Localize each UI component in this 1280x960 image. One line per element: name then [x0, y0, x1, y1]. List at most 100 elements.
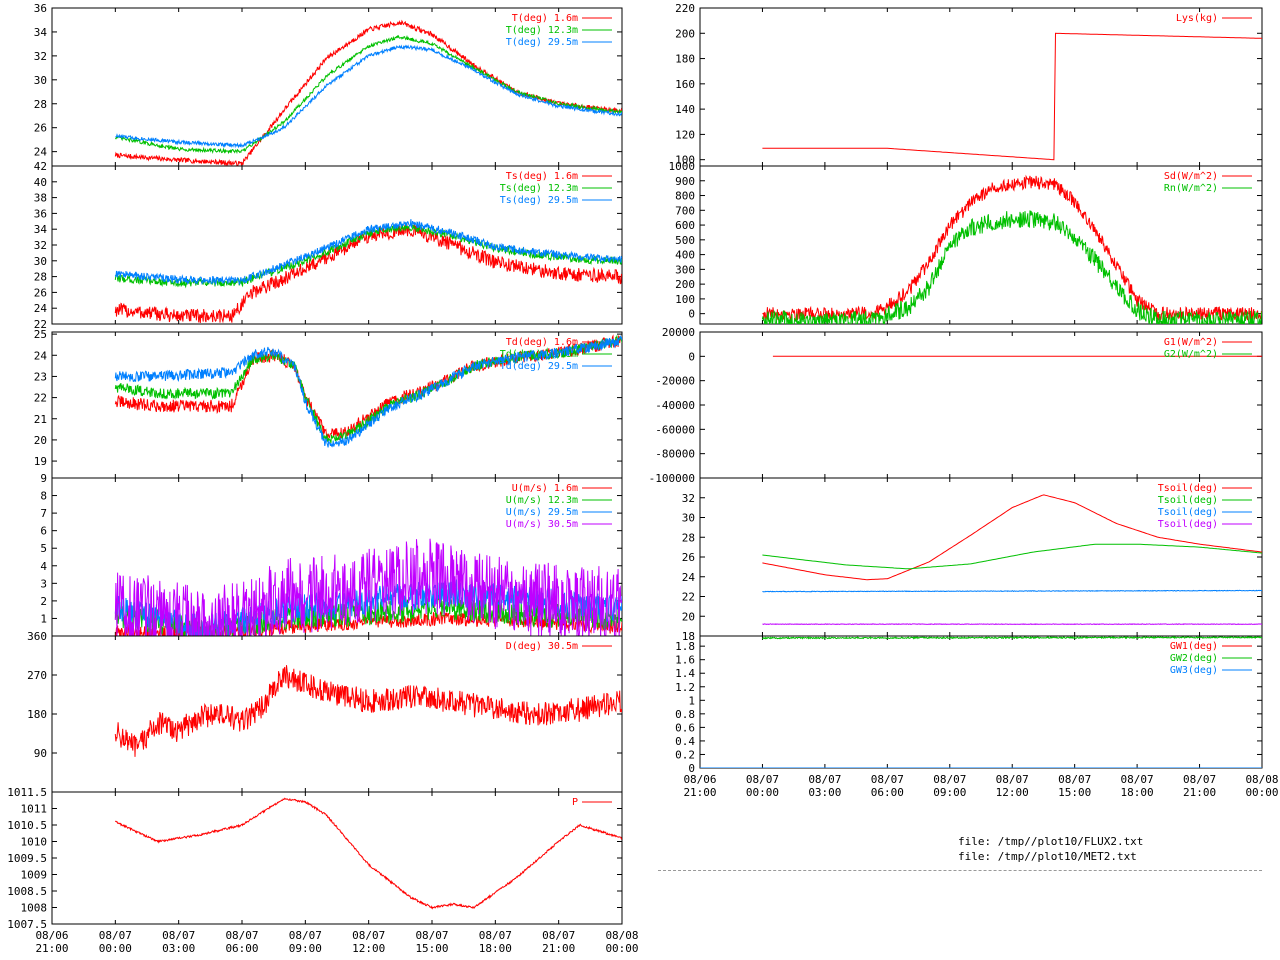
legend-label: Rn(W/m^2): [1164, 183, 1218, 194]
panel-left-1: 24 26 28 30 32 34 36 T(deg) 1.6mT(deg) 12.3mT(d…: [34, 2, 623, 167]
y-tick-label: 1008.5: [7, 885, 47, 898]
x-tick-date: 08/07: [162, 929, 195, 942]
x-tick-time: 21:00: [35, 942, 68, 955]
y-tick-label: 0.8: [675, 708, 695, 721]
y-tick-label: 1011.5: [7, 786, 47, 799]
x-tick-date: 08/06: [683, 773, 716, 786]
x-tick-date: 08/07: [415, 929, 448, 942]
series-line: [762, 636, 1262, 640]
x-tick-time: 00:00: [99, 942, 132, 955]
legend-label: G1(W/m^2): [1164, 337, 1218, 348]
y-tick-label: 40: [34, 176, 47, 189]
legend-label: Sd(W/m^2): [1164, 171, 1218, 182]
x-tick-time: 06:00: [871, 786, 904, 799]
y-tick-label: 21: [34, 413, 47, 426]
y-tick-label: 700: [675, 204, 695, 217]
legend-label: GW1(deg): [1170, 641, 1218, 652]
y-tick-label: 200: [675, 27, 695, 40]
legend-label: T(deg) 1.6m: [512, 13, 578, 24]
y-tick-label: 38: [34, 192, 47, 205]
y-tick-label: 180: [27, 708, 47, 721]
x-tick-time: 09:00: [289, 942, 322, 955]
legend-label: P: [572, 797, 578, 808]
panel-frame: [699, 7, 1263, 167]
y-tick-label: 26: [682, 551, 695, 564]
series-line: [761, 210, 1262, 324]
y-tick-label: 32: [682, 492, 695, 505]
x-tick-time: 21:00: [1183, 786, 1216, 799]
legend-label: Td(deg) 29.5m: [500, 361, 578, 372]
series-line: [115, 44, 622, 149]
x-tick-date: 08/07: [1121, 773, 1154, 786]
legend-label: U(m/s) 1.6m: [512, 483, 578, 494]
x-tick-date: 08/08: [605, 929, 638, 942]
y-tick-label: 1.6: [675, 654, 695, 667]
y-tick-label: 18: [682, 630, 695, 643]
y-tick-label: 7: [40, 507, 47, 520]
y-tick-label: 220: [675, 2, 695, 15]
x-tick-time: 03:00: [808, 786, 841, 799]
legend-label: Tsoil(deg): [1158, 495, 1218, 506]
x-tick-date: 08/07: [352, 929, 385, 942]
y-tick-label: 28: [34, 271, 47, 284]
panel-left-6: 1007.5 1008 1008.5 1009 1009.5 1010 1010.5 1011…: [7, 786, 623, 931]
y-tick-label: 1011: [21, 803, 48, 816]
panel-right-5: 00.20.40.60.811.21.41.61.8 GW1(deg)GW2(de…: [675, 635, 1263, 775]
y-tick-label: 1000: [669, 160, 696, 173]
legend-label: Tsoil(deg): [1158, 483, 1218, 494]
y-tick-label: 100: [675, 293, 695, 306]
y-tick-label: 1009: [21, 869, 48, 882]
y-tick-label: 20000: [662, 326, 695, 339]
legend-label: Lys(kg): [1176, 13, 1218, 24]
x-tick-date: 08/07: [289, 929, 322, 942]
x-tick-date: 08/07: [542, 929, 575, 942]
y-tick-label: 32: [34, 50, 47, 63]
panel-right-4: 1820222426283032Tsoil(deg)Tsoil(deg)Tsoi…: [682, 477, 1263, 643]
series-line: [114, 665, 622, 757]
legend-label: G2(W/m^2): [1164, 349, 1218, 360]
legend-label: T(deg) 12.3m: [506, 25, 578, 36]
y-tick-label: 28: [682, 531, 695, 544]
x-tick-time: 18:00: [1121, 786, 1154, 799]
y-tick-label: 200: [675, 278, 695, 291]
panel-right-1: 100 120 140 160 180 200 220 Lys(kg): [675, 2, 1263, 167]
y-tick-label: 400: [675, 249, 695, 262]
y-tick-label: 28: [34, 98, 47, 111]
y-tick-label: 0: [688, 308, 695, 321]
y-tick-label: 30: [34, 74, 47, 87]
y-tick-label: 23: [34, 370, 47, 383]
series-line: [114, 219, 622, 286]
panel-frame: [699, 165, 1263, 325]
y-tick-label: 100: [675, 154, 695, 167]
legend-label: Ts(deg) 12.3m: [500, 183, 578, 194]
y-tick-label: 120: [675, 128, 695, 141]
x-tick-date: 08/08: [1245, 773, 1278, 786]
series-line: [762, 174, 1262, 322]
y-tick-label: 300: [675, 263, 695, 276]
y-tick-label: 4: [40, 560, 47, 573]
x-tick-time: 21:00: [683, 786, 716, 799]
legend-label: Tsoil(deg): [1158, 507, 1218, 518]
panel-left-5: 90 180 270 360 D(deg) 30.5m: [27, 630, 623, 793]
series-line: [114, 334, 622, 448]
y-tick-label: 1.8: [675, 640, 695, 653]
series-line: [762, 543, 1262, 570]
x-tick-date: 08/07: [808, 773, 841, 786]
x-tick-date: 08/07: [479, 929, 512, 942]
panel-frame: [51, 791, 623, 925]
x-tick-date: 08/07: [746, 773, 779, 786]
file-flux: file: /tmp//plot10/FLUX2.txt: [958, 835, 1144, 848]
y-tick-label: 24: [34, 146, 48, 159]
x-tick-time: 06:00: [225, 942, 258, 955]
y-tick-label: 1: [688, 694, 695, 707]
y-tick-label: 22: [34, 318, 47, 331]
legend-label: D(deg) 30.5m: [506, 641, 578, 652]
y-tick-label: 2: [40, 595, 47, 608]
y-tick-label: 0: [688, 350, 695, 363]
y-tick-label: 19: [34, 455, 47, 468]
y-tick-label: 20: [682, 610, 695, 623]
y-tick-label: 22: [682, 591, 695, 604]
x-tick-date: 08/07: [99, 929, 132, 942]
y-tick-label: 1007.5: [7, 918, 47, 931]
series-line: [762, 32, 1262, 161]
